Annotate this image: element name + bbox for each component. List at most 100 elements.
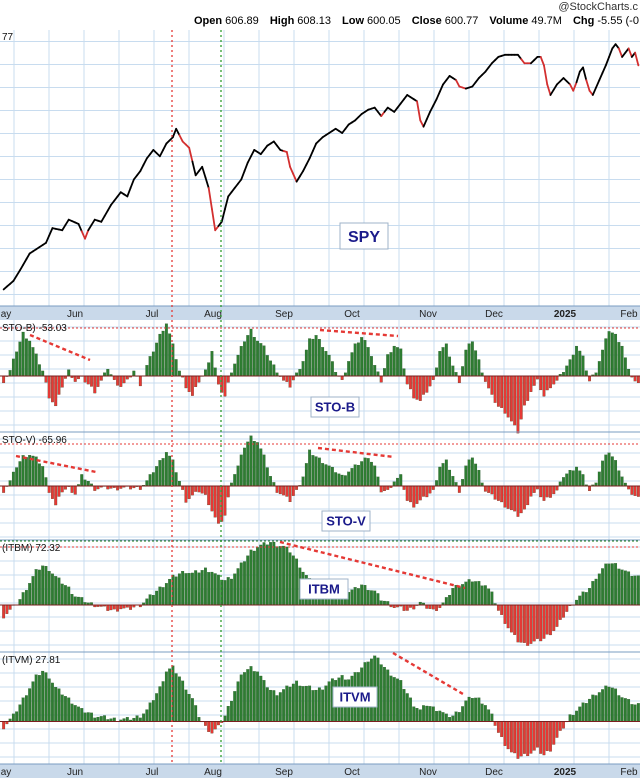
histogram-bar-sto-b (233, 363, 237, 377)
histogram-bar-sto-v (171, 459, 175, 487)
price-segment (22, 258, 28, 266)
histogram-bar-itbm (620, 569, 624, 606)
histogram-bar-sto-v (428, 485, 432, 494)
histogram-bar-sto-v (500, 485, 504, 503)
histogram-bar-itbm (601, 568, 604, 606)
histogram-bar-sto-v (207, 485, 211, 506)
histogram-bar-sto-v (256, 442, 259, 487)
histogram-bar-itbm (506, 604, 510, 629)
histogram-bar-itvm (148, 702, 152, 722)
histogram-bar-itvm (610, 687, 614, 722)
histogram-bar-itvm (138, 717, 142, 722)
histogram-bar-sto-b (99, 375, 103, 381)
histogram-bar-itvm (298, 685, 302, 722)
histogram-bar-itvm (470, 698, 474, 722)
price-segment (12, 274, 18, 282)
histogram-bar-itbm (44, 565, 48, 606)
histogram-bar-itvm (402, 689, 406, 722)
histogram-bar-sto-v (636, 485, 640, 497)
histogram-bar-sto-v (402, 485, 406, 490)
histogram-bar-sto-b (282, 375, 285, 381)
histogram-bar-sto-v (363, 457, 367, 487)
histogram-bar-sto-b (441, 347, 445, 377)
histogram-bar-sto-v (340, 474, 344, 487)
histogram-bar-sto-b (444, 343, 448, 377)
histogram-bar-itbm (197, 572, 201, 606)
histogram-bar-sto-b (454, 372, 458, 377)
histogram-bar-itvm (103, 715, 106, 722)
price-segment (432, 98, 438, 107)
histogram-bar-sto-b (350, 352, 354, 377)
histogram-bar-sto-b (405, 375, 409, 385)
histogram-bar-sto-b (464, 349, 468, 377)
price-segment (77, 223, 83, 233)
histogram-bar-sto-b (509, 375, 513, 422)
histogram-bar-itvm (487, 709, 491, 722)
histogram-bar-sto-v (236, 465, 240, 487)
price-segment (84, 229, 90, 240)
histogram-bar-itvm (249, 666, 253, 722)
histogram-bar-sto-v (239, 454, 243, 487)
histogram-bar-itbm (483, 585, 487, 606)
histogram-bar-itvm (269, 689, 272, 722)
histogram-bar-sto-b (415, 375, 419, 400)
price-segment (289, 165, 295, 176)
price-segment (126, 187, 132, 198)
histogram-bar-itvm (519, 721, 523, 757)
histogram-bar-sto-v (38, 463, 41, 487)
price-segment (19, 263, 25, 272)
histogram-bar-sto-v (571, 470, 575, 487)
histogram-bar-itvm (67, 697, 71, 722)
histogram-bar-itvm (386, 669, 390, 722)
histogram-bar-sto-v (542, 485, 546, 501)
price-segment (220, 208, 226, 223)
histogram-bar-sto-b (607, 331, 611, 377)
histogram-bar-itvm (496, 721, 500, 733)
histogram-bar-sto-v (509, 485, 513, 511)
histogram-bar-sto-b (11, 358, 15, 377)
histogram-bar-sto-b (357, 342, 360, 377)
histogram-bar-sto-v (441, 463, 445, 487)
histogram-bar-sto-v (470, 457, 474, 487)
price-segment (539, 56, 545, 67)
histogram-bar-itvm (509, 721, 513, 753)
histogram-bar-itvm (594, 695, 598, 722)
histogram-bar-sto-b (532, 375, 536, 386)
histogram-bar-sto-v (532, 485, 536, 493)
histogram-bar-sto-v (200, 485, 204, 494)
price-segment (305, 157, 311, 166)
histogram-bar-sto-b (412, 375, 416, 399)
histogram-bar-sto-v (545, 485, 549, 498)
histogram-bar-sto-v (558, 481, 562, 487)
price-segment (308, 150, 314, 160)
histogram-bar-itvm (177, 676, 181, 722)
histogram-bar-sto-b (8, 370, 12, 377)
histogram-bar-itvm (24, 695, 28, 722)
price-segment (207, 187, 213, 211)
price-segment (617, 47, 623, 58)
histogram-bar-sto-b (15, 351, 19, 377)
histogram-bar-itbm (291, 555, 295, 606)
month-label-feb: Feb (620, 767, 638, 778)
histogram-bar-sto-b (578, 350, 582, 377)
histogram-bar-sto-b (623, 357, 627, 377)
histogram-bar-itbm (217, 574, 220, 606)
ohlc-chg-label: Chg (572, 15, 595, 27)
histogram-bar-sto-v (308, 449, 312, 487)
histogram-bar-sto-b (451, 365, 455, 377)
histogram-bar-itvm (321, 689, 325, 722)
month-label-dec: Dec (485, 767, 503, 778)
histogram-bar-itvm (584, 703, 588, 722)
histogram-bar-itvm (187, 694, 191, 722)
histogram-bar-sto-b (360, 337, 364, 377)
ohlc-high-value: 608.13 (297, 15, 331, 27)
histogram-bar-itbm (357, 588, 360, 606)
histogram-bar-itbm (636, 575, 640, 606)
histogram-bar-sto-b (542, 375, 546, 397)
histogram-bar-itvm (591, 694, 595, 722)
histogram-bar-sto-b (483, 375, 487, 382)
histogram-bar-sto-b (470, 341, 474, 377)
price-segment (139, 163, 145, 172)
histogram-bar-sto-b (324, 351, 328, 377)
histogram-bar-sto-b (422, 375, 425, 395)
